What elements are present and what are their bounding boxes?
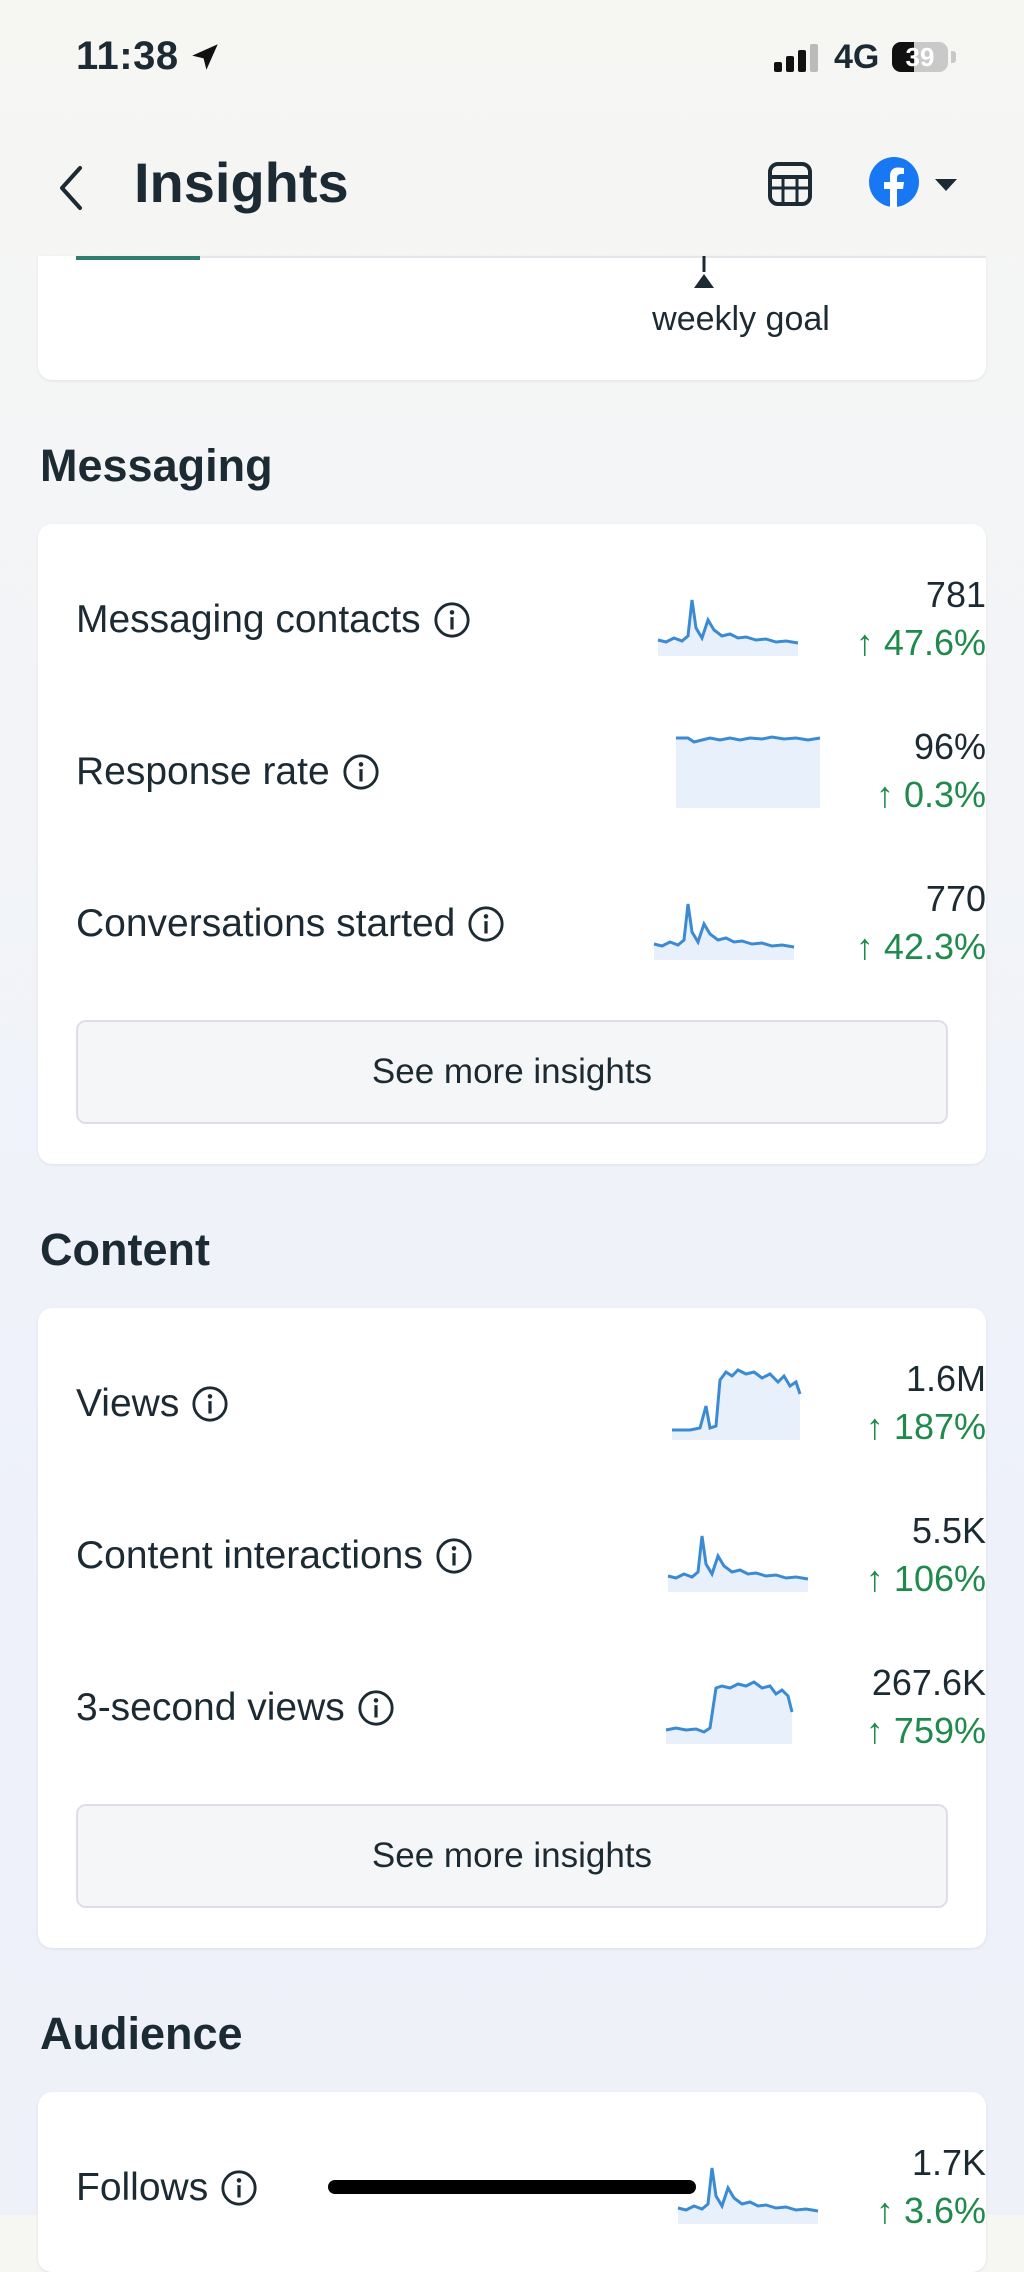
sparkline-chart [667,1535,809,1592]
metric-messaging-contacts[interactable]: Messaging contacts 781 ↑ 47.6% [76,560,986,680]
messaging-card: Messaging contacts 781 ↑ 47.6% Response … [38,524,986,1164]
metric-value: 1.6M [905,1358,986,1399]
metric-value: 267.6K [871,1662,986,1703]
info-icon[interactable] [435,1537,473,1575]
info-icon[interactable] [191,1385,229,1423]
metric-change: ↑ 42.3% [855,926,986,967]
metric-change: ↑ 187% [865,1406,986,1447]
metric-change: ↑ 106% [865,1558,986,1599]
weekly-goal-card: weekly goal [38,256,986,380]
metric-value: 1.7K [911,2142,986,2183]
audience-section-title: Audience [40,2008,243,2059]
content-section-title: Content [40,1224,210,1275]
dropdown-caret-icon[interactable] [932,176,960,194]
battery-level: 39 [905,42,935,72]
back-chevron-icon[interactable] [50,158,90,218]
location-arrow-icon [192,44,218,70]
sparkline-chart [672,1368,802,1440]
sparkline-chart [677,2167,819,2224]
metric-content-interactions[interactable]: Content interactions 5.5K ↑ 106% [76,1496,986,1616]
metric-label: Messaging contacts [76,598,421,641]
metric-label: Response rate [76,750,330,793]
info-icon[interactable] [220,2169,258,2207]
app-header: Insights [0,120,1024,256]
metric-value: 781 [925,574,986,615]
facebook-logo-icon[interactable] [868,156,920,208]
info-icon[interactable] [467,905,505,943]
metric-change: ↑ 3.6% [875,2190,986,2231]
sparkline-chart [653,903,795,960]
metric-label: Content interactions [76,1534,423,1577]
page-title: Insights [134,151,349,214]
metric-label: Views [76,1382,180,1425]
network-type: 4G [834,38,880,76]
metric-label: 3-second views [76,1686,345,1729]
metric-change: ↑ 47.6% [855,622,986,663]
metric-change: ↑ 0.3% [875,774,986,815]
sparkline-chart [657,599,799,656]
metric-label: Follows [76,2166,209,2209]
battery-tip [951,51,956,63]
see-more-insights-button[interactable]: See more insights [76,1020,948,1124]
see-more-insights-button[interactable]: See more insights [76,1804,948,1908]
status-time: 11:38 [76,34,179,78]
goal-marker-icon [694,256,714,288]
goal-label: weekly goal [652,300,830,338]
battery-fill [892,42,914,72]
goal-progress-bar [76,256,200,260]
metric-label: Conversations started [76,902,456,945]
metric-conversations-started[interactable]: Conversations started 770 ↑ 42.3% [76,864,986,984]
metric-response-rate[interactable]: Response rate 96% ↑ 0.3% [76,712,986,832]
cellular-signal-icon [774,44,818,72]
metric-3-second-views[interactable]: 3-second views 267.6K ↑ 759% [76,1648,986,1768]
sparkline-chart [665,1680,794,1744]
battery-icon: 39 [892,42,948,72]
sparkline-chart [676,735,821,808]
metric-value: 96% [913,726,986,767]
info-icon[interactable] [357,1689,395,1727]
status-bar: 11:38 4G 39 [0,0,1024,120]
goal-progress-track [200,256,986,258]
spreadsheet-icon[interactable] [764,158,816,210]
metric-value: 770 [925,878,986,919]
messaging-section-title: Messaging [40,440,273,491]
content-card: Views 1.6M ↑ 187% Content interactions 5… [38,1308,986,1948]
metric-value: 5.5K [911,1510,986,1551]
info-icon[interactable] [433,601,471,639]
home-indicator[interactable] [328,2180,696,2194]
metric-views[interactable]: Views 1.6M ↑ 187% [76,1344,986,1464]
metric-change: ↑ 759% [865,1710,986,1751]
info-icon[interactable] [342,753,380,791]
